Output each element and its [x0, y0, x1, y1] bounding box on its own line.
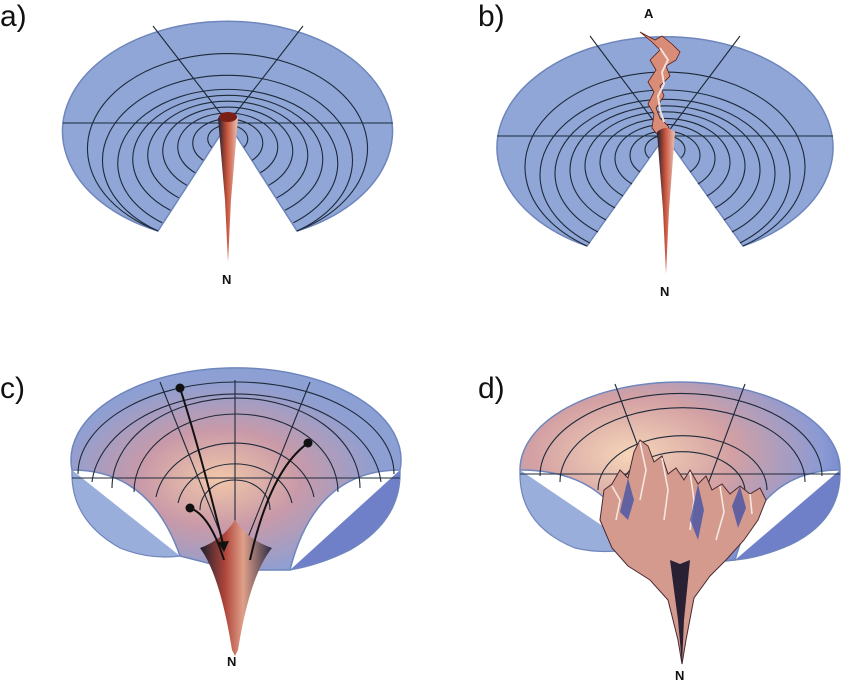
panel-b-node-a: A — [644, 6, 654, 21]
panel-d-node-n: N — [675, 668, 684, 683]
panel-a-funnel-spike — [218, 113, 238, 262]
panel-c-funnel — [200, 520, 272, 656]
panel-d-ridge-highlights — [611, 441, 753, 541]
panel-c-rim-left — [71, 469, 181, 558]
panel-c-node-n: N — [227, 654, 236, 669]
panel-c-diagram: N — [70, 367, 402, 669]
panel-a-grid — [63, 25, 393, 232]
arrowhead-1 — [218, 541, 229, 552]
start-point-1 — [175, 383, 185, 393]
panel-d-rim-right — [734, 469, 841, 561]
panel-c-rim-right — [289, 469, 401, 571]
start-point-2 — [303, 438, 313, 448]
panel-d-label: d) — [478, 372, 505, 405]
panel-a-disk — [61, 20, 394, 232]
panel-d-ridge-shadows — [620, 478, 746, 540]
trajectory-1 — [179, 387, 225, 549]
panel-b-ridge-path — [639, 31, 681, 139]
panel-c-label: c) — [0, 372, 25, 405]
panel-b-funnel-spike — [657, 128, 675, 274]
panel-b-disk — [496, 35, 834, 247]
panel-a-diagram: N — [61, 20, 394, 287]
start-point-3 — [185, 503, 195, 513]
trajectory-2 — [249, 442, 309, 561]
panel-a-label: a) — [0, 0, 27, 33]
panel-b-diagram: A N — [496, 6, 834, 299]
panel-b-ridge-highlight — [656, 47, 670, 123]
panel-d-funnel-spike — [670, 560, 690, 664]
panel-b-node-n: N — [660, 284, 669, 299]
panel-b-label: b) — [478, 0, 505, 33]
panel-a-node-n: N — [222, 272, 231, 287]
panel-d-diagram: N — [519, 381, 841, 683]
panel-a-funnel-mouth — [219, 112, 237, 122]
